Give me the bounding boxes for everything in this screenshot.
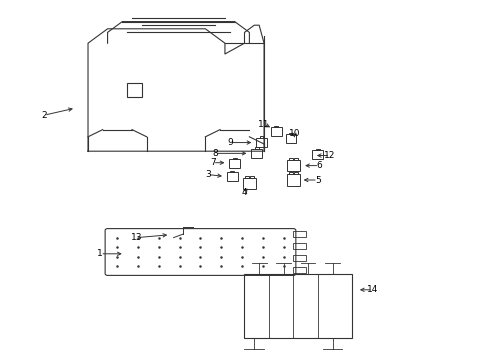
Bar — [256, 138, 266, 147]
Bar — [286, 160, 300, 171]
Text: 8: 8 — [212, 149, 218, 158]
Bar — [229, 159, 240, 168]
Text: 3: 3 — [204, 170, 210, 179]
Bar — [293, 243, 305, 249]
Text: 14: 14 — [366, 285, 378, 294]
Bar — [127, 83, 142, 97]
Bar — [285, 134, 296, 143]
Bar — [244, 176, 248, 178]
Bar — [226, 172, 237, 181]
Bar — [312, 150, 323, 159]
Text: 9: 9 — [226, 138, 232, 147]
Bar — [251, 149, 262, 158]
Bar — [286, 174, 300, 186]
Bar — [288, 133, 292, 134]
Text: 10: 10 — [288, 129, 300, 138]
Text: 12: 12 — [324, 151, 335, 160]
Bar — [244, 274, 351, 338]
Bar — [288, 172, 292, 174]
Text: 5: 5 — [314, 176, 320, 185]
Bar — [274, 126, 278, 127]
Text: 4: 4 — [241, 188, 247, 197]
Bar — [230, 171, 234, 172]
Bar — [254, 147, 258, 149]
Bar — [293, 158, 298, 160]
Bar — [293, 255, 305, 261]
Bar — [315, 149, 319, 150]
Bar — [270, 127, 281, 136]
Bar — [293, 267, 305, 273]
Text: 13: 13 — [131, 233, 142, 242]
Text: 2: 2 — [41, 111, 47, 120]
Bar — [232, 158, 236, 159]
Bar — [293, 231, 305, 237]
Text: 1: 1 — [97, 249, 103, 258]
Bar — [249, 176, 254, 178]
Bar — [242, 178, 256, 189]
Bar — [288, 158, 292, 160]
Bar — [259, 136, 263, 138]
Bar — [293, 172, 298, 174]
Text: 11: 11 — [258, 120, 269, 129]
Text: 7: 7 — [209, 158, 215, 167]
Text: 6: 6 — [316, 161, 322, 170]
